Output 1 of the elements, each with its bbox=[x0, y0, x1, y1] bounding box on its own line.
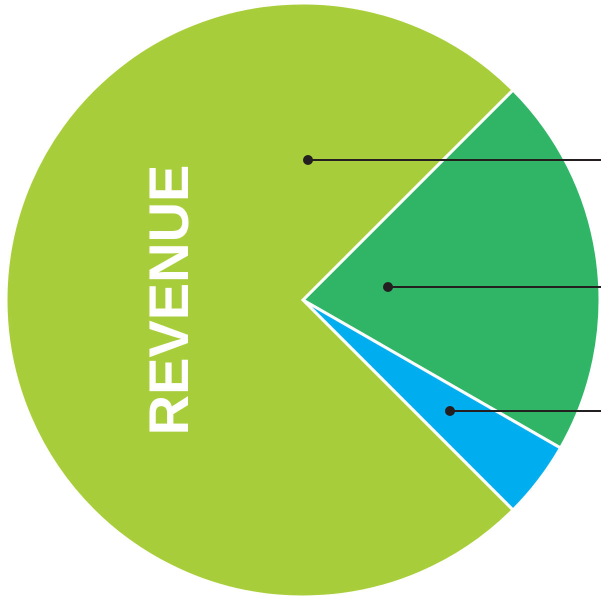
text: REVENUE bbox=[137, 164, 200, 436]
